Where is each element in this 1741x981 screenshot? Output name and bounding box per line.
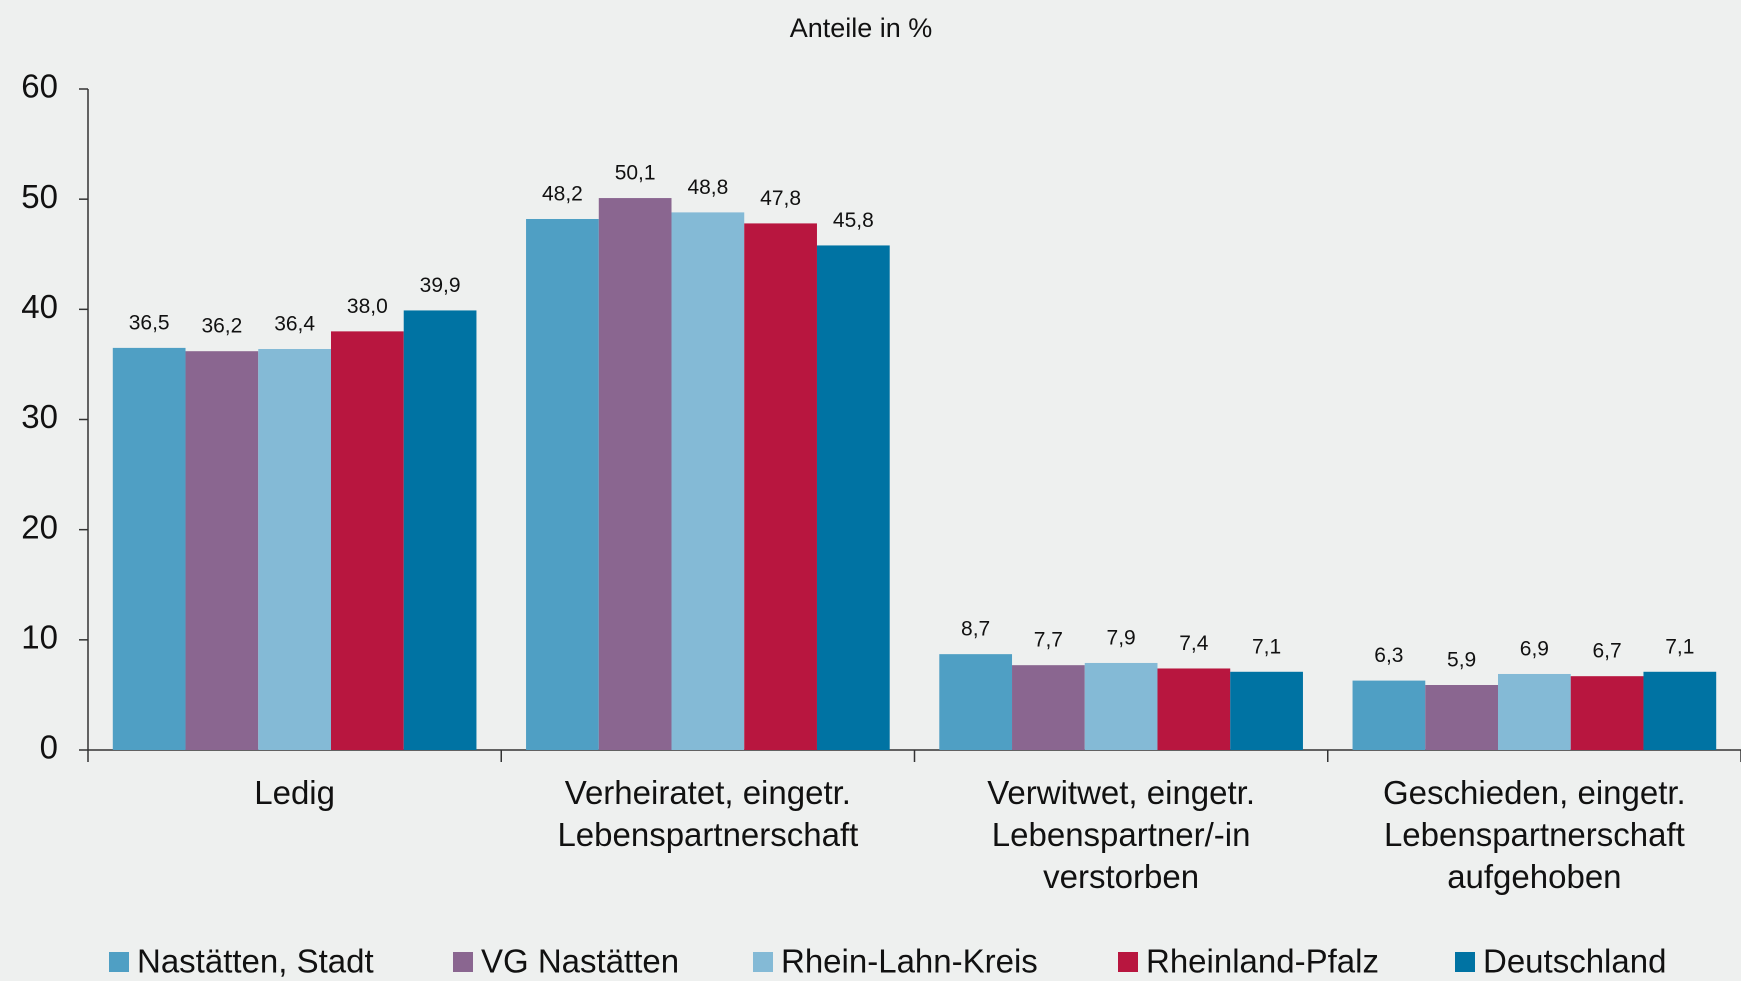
legend-swatch	[753, 952, 773, 972]
value-label: 36,4	[274, 313, 315, 336]
bar	[1157, 668, 1231, 750]
y-tick-label: 20	[21, 508, 58, 545]
legend-label: Deutschland	[1483, 943, 1666, 980]
bar	[185, 351, 259, 750]
y-tick-label: 30	[21, 398, 58, 435]
x-tick-label: Ledig	[254, 774, 335, 811]
bar	[526, 218, 599, 750]
bar	[330, 331, 404, 750]
value-label: 36,2	[201, 315, 242, 338]
value-label: 39,9	[420, 274, 461, 297]
value-label: 36,5	[129, 311, 170, 334]
legend-swatch	[1118, 952, 1138, 972]
value-label: 48,2	[542, 183, 583, 206]
x-tick-label: Verheiratet, eingetr. Lebenspartnerschaft	[557, 774, 858, 853]
value-label: 7,1	[1665, 635, 1694, 658]
bar	[1425, 685, 1499, 750]
bar	[671, 212, 745, 751]
y-tick-label: 0	[40, 729, 58, 766]
legend-swatch	[1455, 952, 1475, 972]
value-label: 7,7	[1034, 629, 1063, 652]
bar	[403, 310, 477, 750]
x-tick-label-line: verstorben	[1043, 858, 1199, 895]
value-label: 7,1	[1252, 635, 1281, 658]
legend-swatch	[109, 952, 129, 972]
x-tick-label-line: aufgehoben	[1447, 858, 1621, 895]
value-label: 6,9	[1520, 638, 1549, 661]
value-label: 50,1	[615, 162, 656, 185]
value-label: 7,4	[1179, 632, 1209, 655]
bar	[258, 348, 331, 750]
value-label: 6,3	[1374, 644, 1403, 667]
legend-label: Nastätten, Stadt	[137, 943, 374, 980]
value-label: 47,8	[760, 187, 801, 210]
bar	[112, 347, 186, 750]
bar	[744, 223, 817, 751]
x-tick-label-line: Ledig	[254, 774, 335, 811]
x-tick-label-line: Lebenspartnerschaft	[1384, 816, 1685, 853]
value-label: 38,0	[347, 295, 388, 318]
bar	[1230, 671, 1303, 750]
value-label: 7,9	[1107, 627, 1136, 650]
legend-label: Rheinland-Pfalz	[1146, 943, 1379, 980]
value-label: 48,8	[687, 176, 728, 199]
x-tick-label-line: Verheiratet, eingetr.	[565, 774, 851, 811]
bar	[1352, 680, 1426, 750]
value-label: 45,8	[833, 209, 874, 232]
bar	[598, 198, 672, 750]
chart-title: Anteile in %	[790, 13, 933, 43]
legend-label: Rhein-Lahn-Kreis	[781, 943, 1038, 980]
x-tick-label: Geschieden, eingetr. Lebenspartnerschaft a…	[1383, 774, 1686, 895]
bar	[1498, 673, 1571, 750]
value-label: 5,9	[1447, 649, 1476, 672]
x-tick-label-line: Lebenspartnerschaft	[557, 816, 858, 853]
bar	[1012, 665, 1085, 750]
bar	[1084, 662, 1158, 750]
legend-swatch	[453, 952, 473, 972]
x-tick-label-line: Lebenspartner/-in	[992, 816, 1251, 853]
bar	[939, 654, 1013, 750]
x-tick-label-line: Geschieden, eingetr.	[1383, 774, 1686, 811]
value-label: 6,7	[1593, 640, 1622, 663]
legend-label: VG Nastätten	[481, 943, 679, 980]
x-tick-label-line: Verwitwet, eingetr.	[987, 774, 1255, 811]
y-tick-label: 10	[21, 619, 58, 656]
bar	[1643, 671, 1717, 750]
y-tick-label: 40	[21, 288, 58, 325]
bar	[816, 245, 890, 751]
y-tick-label: 50	[21, 178, 58, 215]
y-tick-label: 60	[21, 68, 58, 105]
value-label: 8,7	[961, 618, 990, 641]
x-tick-label: Verwitwet, eingetr. Lebenspartner/-in vers…	[987, 774, 1255, 895]
bar	[1570, 676, 1644, 750]
